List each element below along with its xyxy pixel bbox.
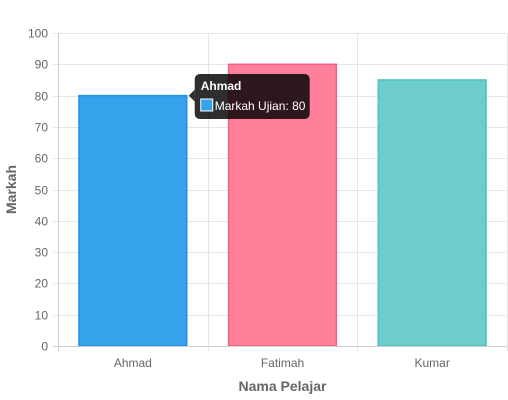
y-tick-label: 60 (35, 152, 49, 166)
y-tick-label: 50 (35, 184, 49, 198)
y-axis-ticks: 0 10 20 30 40 50 60 70 80 90 100 (28, 27, 48, 354)
y-axis-title: Markah (3, 165, 19, 214)
x-axis-title: Nama Pelajar (239, 378, 327, 394)
tooltip: Ahmad Markah Ujian: 80 (188, 74, 310, 119)
x-tick-label: Ahmad (114, 356, 152, 370)
x-tick-label: Fatimah (261, 356, 304, 370)
bar-ahmad[interactable] (78, 94, 188, 347)
y-tick-label: 10 (35, 309, 49, 323)
tooltip-caret (188, 89, 195, 102)
tooltip-color-swatch (200, 98, 214, 112)
tooltip-background (194, 74, 310, 119)
x-tick-label: Kumar (414, 356, 449, 370)
y-tick-label: 80 (35, 90, 49, 104)
bars (78, 63, 487, 347)
x-axis-ticks: Ahmad Fatimah Kumar (114, 356, 450, 370)
y-tick-label: 30 (35, 246, 49, 260)
tooltip-title: Ahmad (201, 79, 242, 93)
y-tick-label: 90 (35, 58, 49, 72)
y-tick-label: 70 (35, 121, 49, 135)
y-tick-label: 20 (35, 277, 49, 291)
y-tick-label: 100 (28, 27, 48, 41)
bar-kumar[interactable] (377, 79, 487, 347)
y-tick-label: 0 (41, 340, 48, 354)
tooltip-label: Markah Ujian: 80 (215, 99, 306, 113)
y-tick-label: 40 (35, 215, 49, 229)
